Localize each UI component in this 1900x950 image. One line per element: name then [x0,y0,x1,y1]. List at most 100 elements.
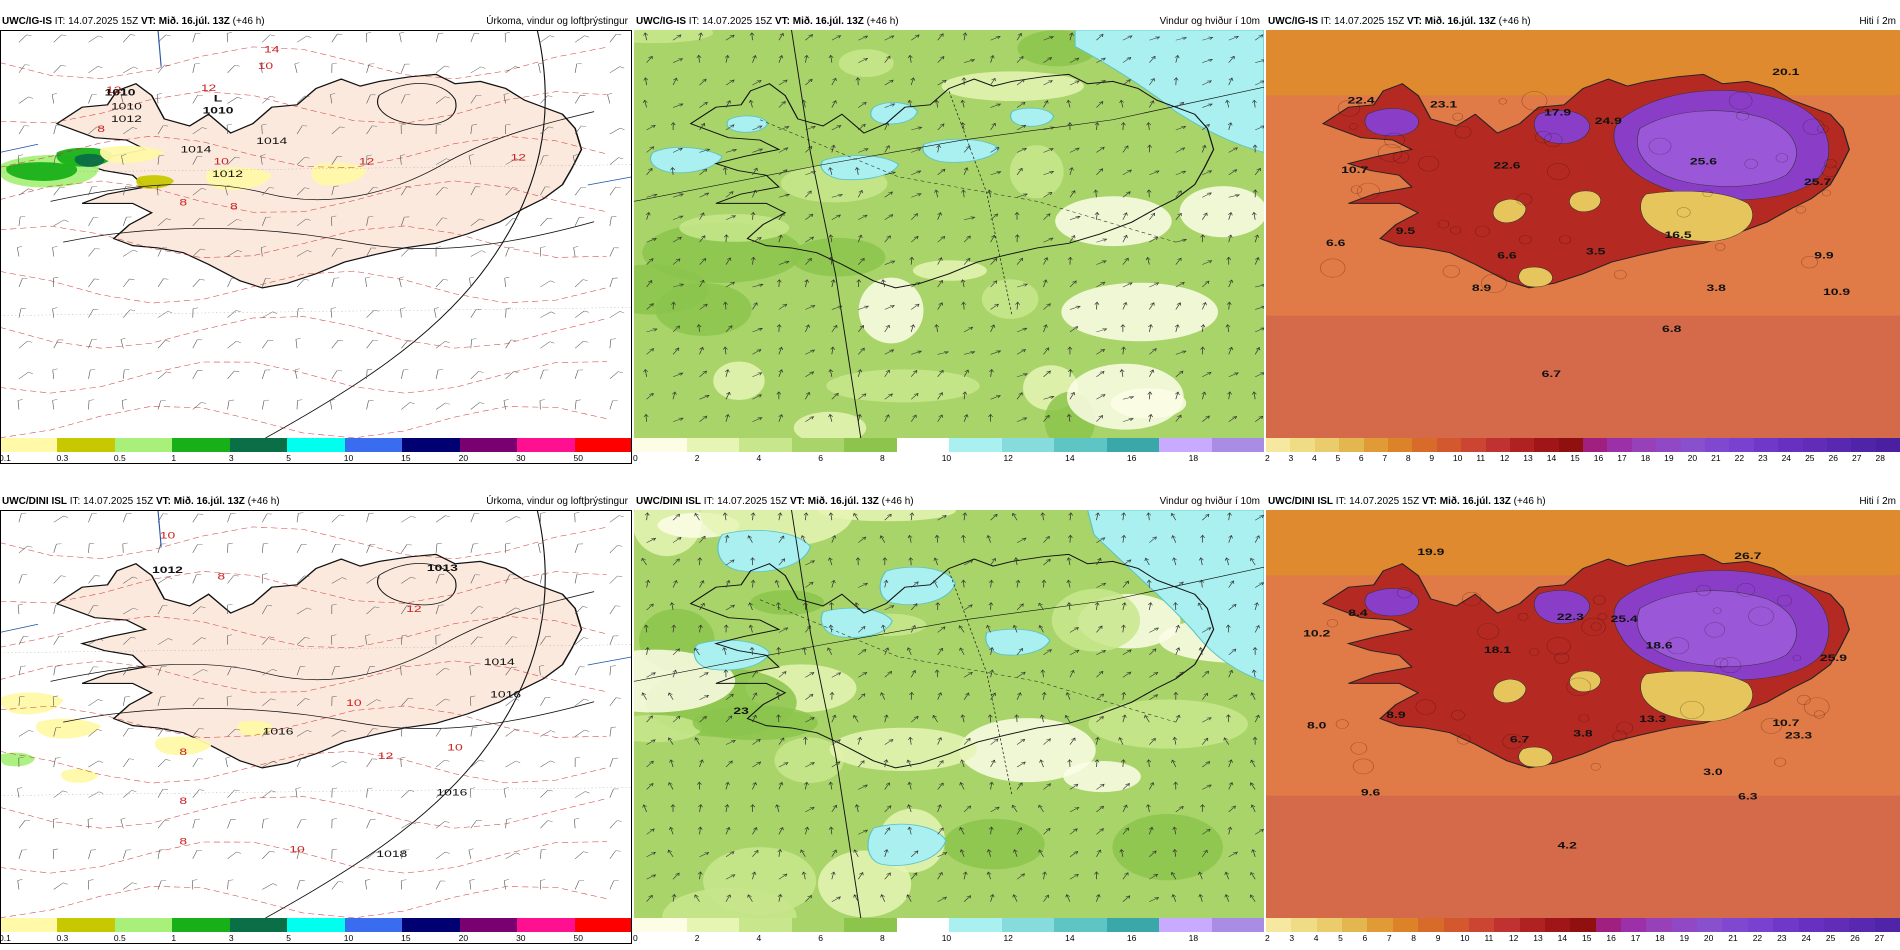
precip-region [35,718,102,739]
temperature-region [1569,190,1602,212]
map-area[interactable]: 1010 L 1010 1012 1014 1012 12 14 10 12 8 10 8 8 12 1010… [0,30,632,438]
color-scale-ticks: 0.1 0.3 0.5 1 3 5 10 15 20 30 50 [0,932,632,944]
map-value-label: 1010 [203,106,234,116]
grid-line [634,86,1264,202]
color-scale-segment [1849,918,1875,932]
color-scale-segment [1823,918,1850,932]
map-value-label: 8.0 [1307,721,1327,731]
color-scale-ticks: 0 2 4 6 8 10 12 14 16 18 [633,452,1264,464]
color-scale-tick-label: 14 [1546,453,1557,463]
panel-header: UWC/IG-IS IT: 14.07.2025 15Z VT: Mið. 16… [634,14,1264,30]
map-value-label: 1016 [490,690,521,700]
color-scale-segment [1621,918,1647,932]
color-scale-tick-label: 3 [1289,933,1295,943]
valid-time-label: VT: [1406,16,1422,27]
map-value-label: 1012 [111,114,142,124]
region-boundary [759,599,1176,723]
wind-speed-patch [818,850,912,918]
color-scale-ticks: 0 2 4 6 8 10 12 14 16 18 [633,932,1264,944]
color-scale-segment [0,438,58,452]
map-value-label: 10 [346,698,362,708]
color-scale-segment [1468,918,1495,932]
panel-header: UWC/DINI ISL IT: 14.07.2025 15Z VT: Mið.… [0,494,632,510]
init-time: IT: 14.07.2025 15Z [1320,16,1405,27]
map-value-label: 10 [289,845,305,855]
color-scale-tick-label: 18 [1188,453,1199,463]
color-scale-tick-label: 20 [458,453,469,463]
color-scale-tick-label: 24 [1801,933,1811,943]
temperature-isotherm [0,225,607,259]
iceland-outline [689,553,1215,769]
contour-line [1736,110,1750,121]
contour-line [1474,225,1491,237]
color-scale-tick-label: 9 [1429,453,1435,463]
temperature-isotherm [0,705,607,739]
panel-header: UWC/DINI ISL IT: 14.07.2025 15Z VT: Mið.… [634,494,1264,510]
color-scale-tick-label: 3 [228,933,234,943]
temperature-region [1533,110,1590,144]
wind-barbs [17,512,624,890]
map-area[interactable] [634,30,1264,438]
color-scale-tick-label: 0.3 [56,933,69,943]
isobar [377,83,457,126]
isobar [265,30,546,438]
strong-wind-region [726,115,769,133]
color-scale-tick-label: 2 [694,933,700,943]
color-scale-tick-label: 16 [1593,453,1604,463]
color-scale-segment [229,918,288,932]
lon-line [157,30,162,67]
map-value-label: 24.9 [1595,116,1623,126]
strong-wind-region [867,823,947,866]
color-scale-tick-label: 27 [1852,453,1862,463]
color-scale-tick-label: 15 [401,453,411,463]
map-value-label: 1018 [376,849,407,859]
color-scale-segment [1001,918,1054,932]
valid-time: Mið. 16.júl. 13Z [158,16,230,27]
map-area[interactable]: 23 [634,510,1264,918]
contour-line [1719,657,1742,674]
contour-line [1821,189,1831,197]
contour-line [1776,595,1793,607]
strong-wind-region [1086,510,1264,682]
color-scale-tick-label: 12 [1003,933,1013,943]
map-value-label: 23.1 [1430,100,1458,110]
color-scale-segment [949,438,1002,452]
color-scale-tick-label: 16 [1606,933,1616,943]
contour-line [1704,622,1726,638]
contour-line [1477,623,1500,640]
contour-line [1696,584,1711,596]
color-scale-tick-label: 18 [1188,933,1199,943]
map-value-label: 25.6 [1690,157,1718,167]
contour-line [1452,112,1464,121]
contour-line [1816,124,1829,134]
southern-sea-field [1266,795,1900,918]
contour-line [1712,607,1722,614]
contour-line [1517,612,1529,621]
contour-line [1581,617,1606,637]
contour-line [1320,258,1346,278]
forecast-panel-p2: UWC/IG-IS IT: 14.07.2025 15Z VT: Mið. 16… [633,14,1264,464]
map-value-label: 12 [511,153,526,163]
iceland-outline [689,73,1215,289]
wind-speed-patch [1061,282,1219,342]
map-canvas: 19.9 26.7 8.4 22.3 25.4 10.2 18.1 18.6 25.9 8.9 13… [1266,510,1900,918]
contour-line [1543,133,1563,148]
color-scale-segment [1747,918,1774,932]
map-area[interactable]: 1012 1013 10 8 12 1014 1016 10 12 8 1016 10 1016 8 101… [0,510,632,918]
isobar [50,591,595,682]
color-scale-segment [459,438,518,452]
map-value-label: 13.3 [1639,715,1667,725]
panel-header: UWC/IG-IS IT: 14.07.2025 15Z VT: Mið. 16… [0,14,632,30]
color-scale-segment [1494,918,1520,932]
color-scale-segment [1159,438,1212,452]
contour-line [1558,235,1572,245]
lead-time: (+46 h) [866,16,899,27]
map-area[interactable]: 19.9 26.7 8.4 22.3 25.4 10.2 18.1 18.6 25.9 8.9 13… [1266,510,1900,918]
strong-wind-region [922,138,1001,163]
contour-line [1349,123,1358,130]
isobar [63,221,595,250]
map-area[interactable]: 22.4 23.1 17.9 24.9 20.1 25.6 10.7 22.6 25.7 9.5 6… [1266,30,1900,438]
iceland-landmass [1320,73,1850,293]
color-scale-tick-label: 15 [1570,453,1580,463]
